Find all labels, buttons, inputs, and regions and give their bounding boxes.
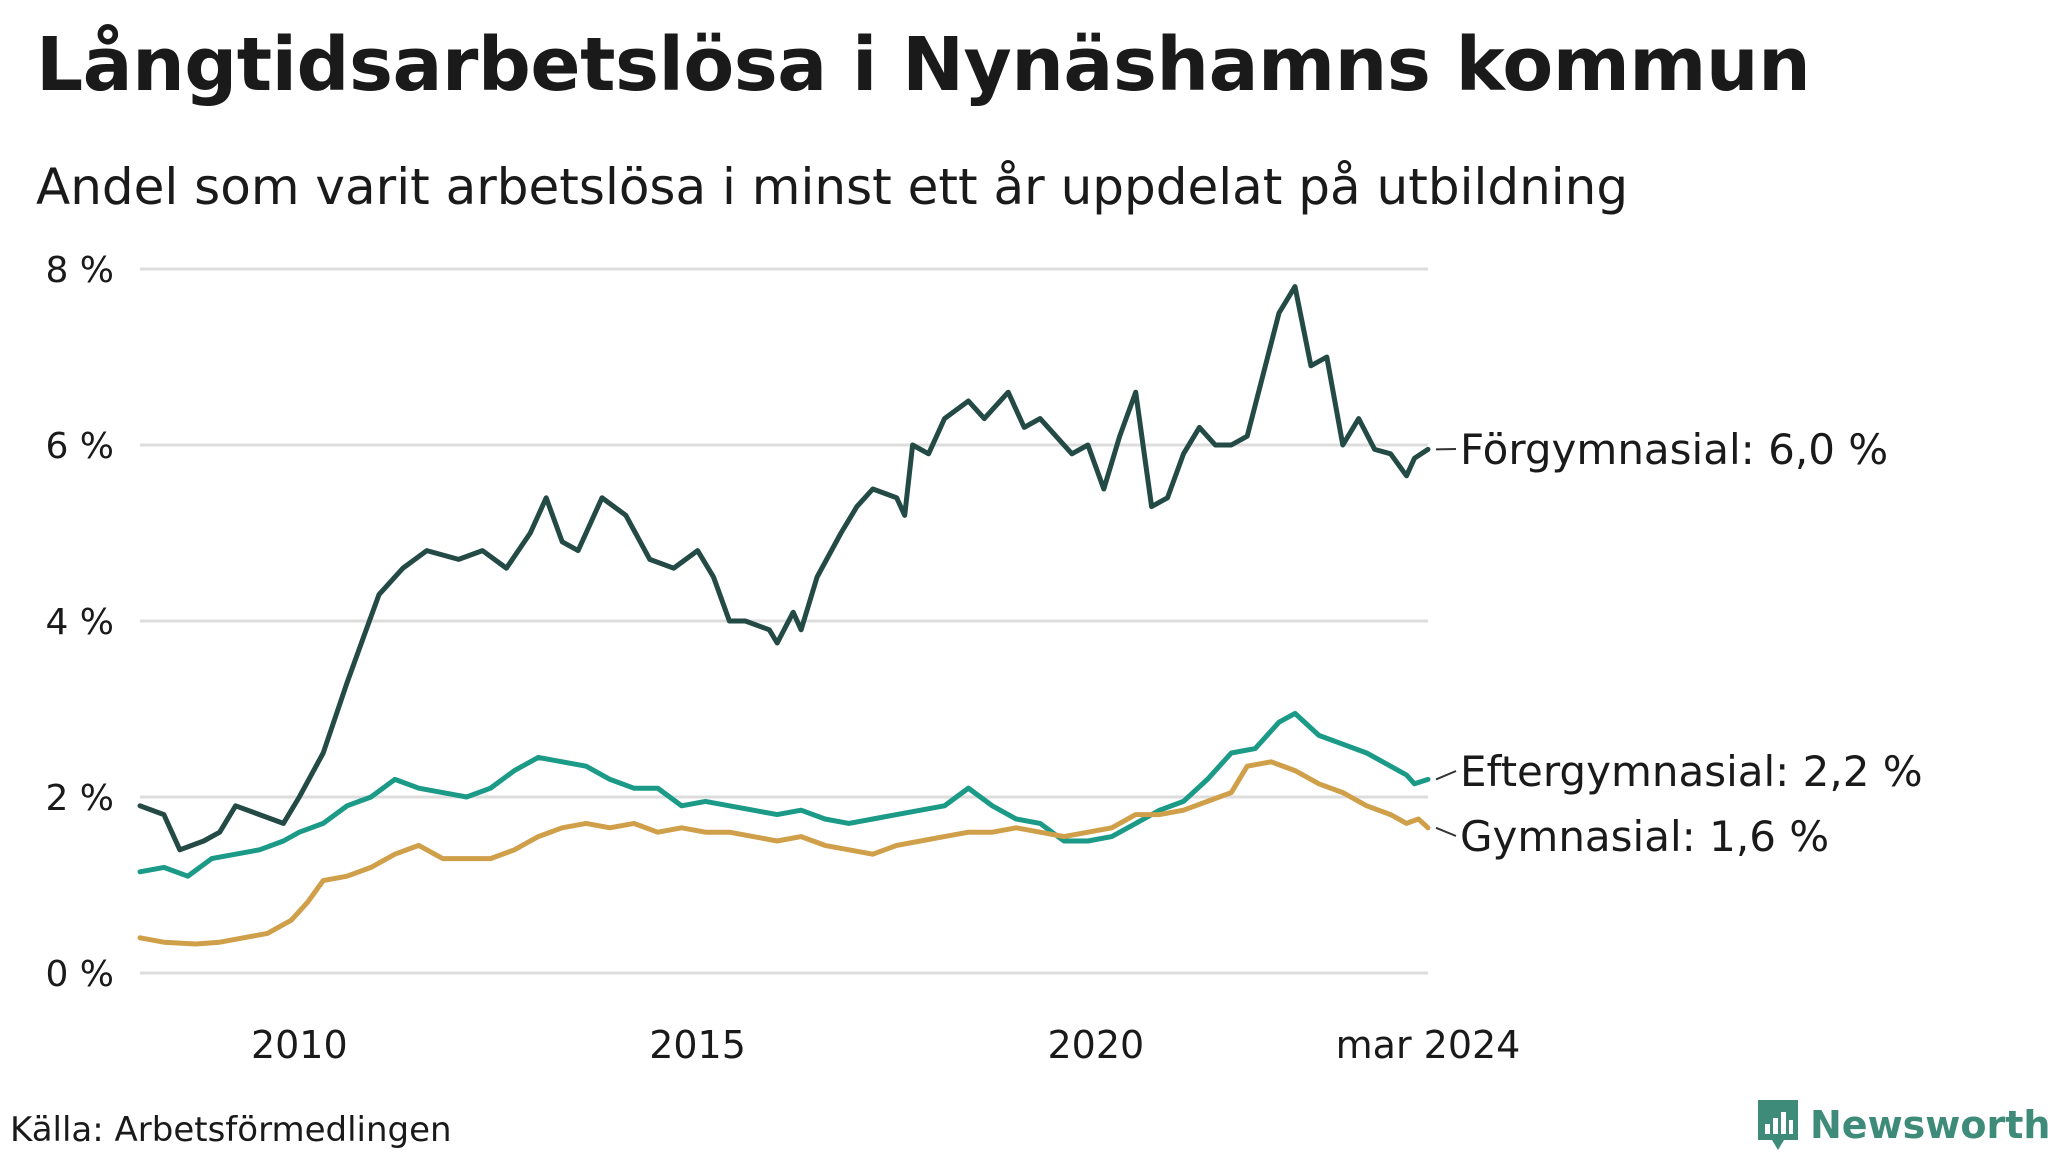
y-axis-ticks: 0 % 2 % 4 % 6 % 8 % <box>45 250 114 995</box>
series-line-eftergymnasial <box>137 710 1431 879</box>
series-labels: Förgymnasial: 6,0 % Eftergymnasial: 2,2 %… <box>1435 425 1923 861</box>
y-tick-label: 0 % <box>45 954 114 995</box>
label-leader-line <box>1435 826 1457 837</box>
x-tick-label: 2015 <box>649 1023 746 1067</box>
x-tick-label: mar 2024 <box>1336 1023 1521 1067</box>
chart-title: Långtidsarbetslösa i Nynäshamns kommun <box>36 22 1811 108</box>
series-lines <box>137 284 1431 947</box>
y-tick-label: 6 % <box>45 426 114 467</box>
label-leader-line <box>1435 770 1457 781</box>
x-tick-label: 2020 <box>1047 1023 1144 1067</box>
source-note: Källa: Arbetsförmedlingen <box>10 1110 452 1150</box>
y-tick-label: 4 % <box>45 602 114 643</box>
series-label-förgymnasial: Förgymnasial: 6,0 % <box>1460 425 1888 474</box>
chart-subtitle: Andel som varit arbetslösa i minst ett å… <box>36 158 1629 216</box>
brand-name: Newsworthy <box>1810 1103 2048 1147</box>
series-label-eftergymnasial: Eftergymnasial: 2,2 % <box>1460 747 1923 796</box>
series-line-gymnasial <box>137 759 1431 947</box>
x-axis-ticks: 2010 2015 2020 mar 2024 <box>251 1023 1520 1067</box>
series-label-gymnasial: Gymnasial: 1,6 % <box>1460 812 1829 861</box>
series-line-förgymnasial <box>137 284 1431 853</box>
newsworthy-logo-icon <box>1758 1100 1798 1150</box>
gridlines <box>140 267 1428 975</box>
brand-logo: Newsworthy <box>1756 1098 2048 1152</box>
x-tick-label: 2010 <box>251 1023 348 1067</box>
y-tick-label: 8 % <box>45 250 114 291</box>
y-tick-label: 2 % <box>45 778 114 819</box>
